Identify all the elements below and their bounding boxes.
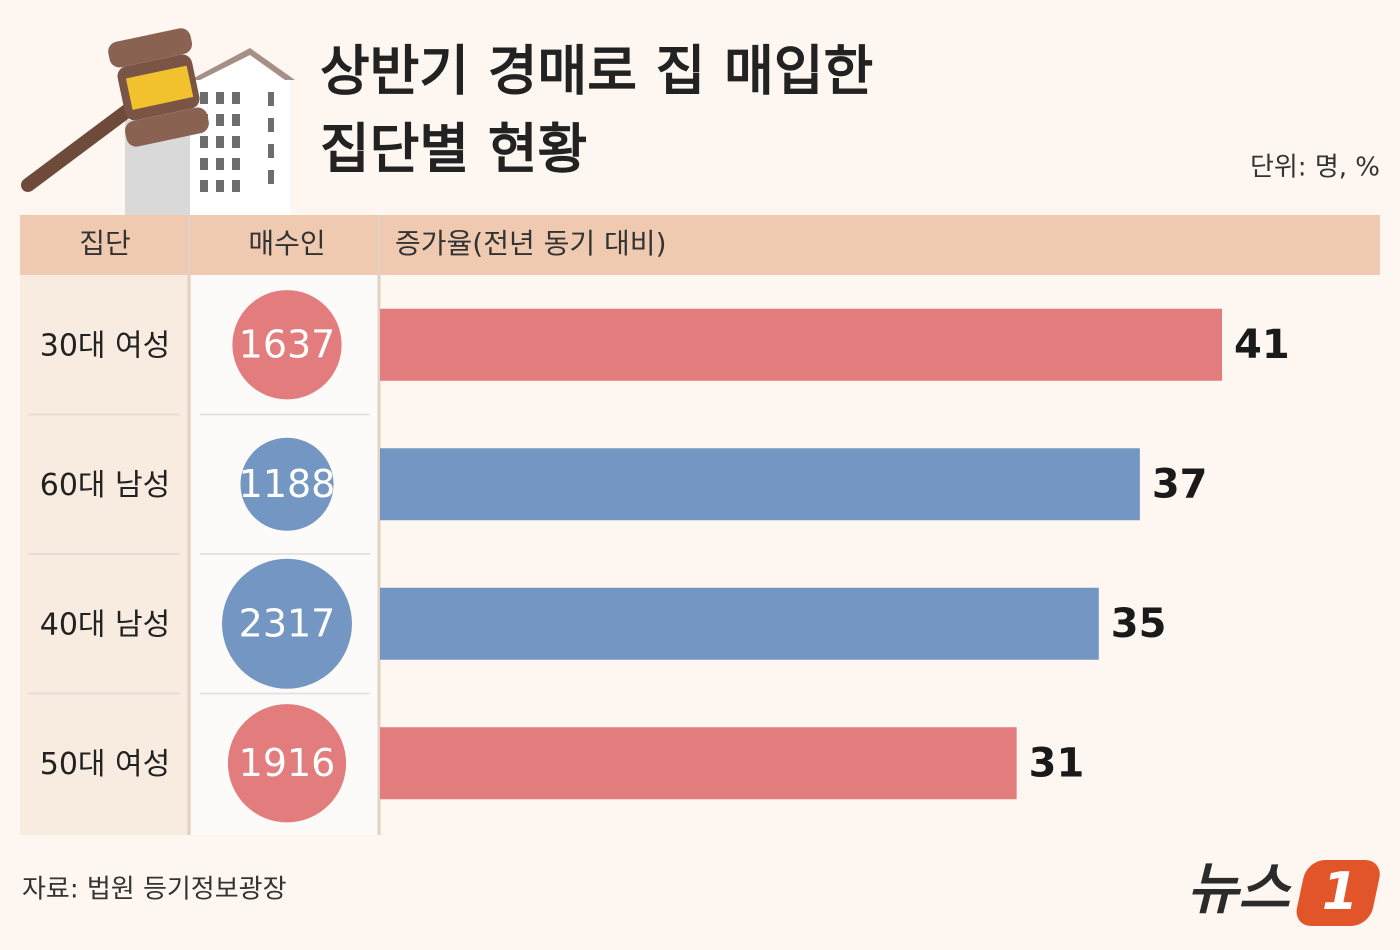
logo-text: 뉴스 [1187, 857, 1293, 922]
category-label: 30대 여성 [40, 328, 171, 363]
title-line: 상반기 경매로 집 매입한 [320, 40, 873, 103]
header-band [20, 215, 1380, 275]
source: 자료: 법원 등기정보광장 [22, 875, 287, 905]
logo-mark: 1 [1322, 862, 1358, 922]
buyer-circle [222, 558, 352, 689]
bar [380, 448, 1140, 521]
column-header: 집단 [79, 227, 131, 260]
title-line: 집단별 현황 [320, 118, 587, 181]
category-label: 50대 여성 [40, 747, 171, 782]
buyer-circle [240, 437, 334, 531]
buyer-circle [227, 704, 347, 823]
bar [380, 587, 1099, 660]
buyer-label: 1188 [239, 462, 336, 506]
logo: 뉴스 1 [1187, 857, 1380, 926]
value-label: 41 [1234, 322, 1290, 368]
bar [380, 727, 1017, 800]
unit-label: 단위: 명, % [1250, 153, 1380, 183]
logo-badge [1296, 860, 1380, 926]
buyer-circle [232, 290, 342, 400]
category-label: 60대 남성 [40, 468, 171, 503]
buyer-label: 2317 [239, 601, 336, 645]
illustration [21, 28, 295, 215]
buyer-label: 1637 [239, 322, 336, 366]
buyer-label: 1916 [239, 741, 336, 785]
category-label: 40대 남성 [40, 607, 171, 642]
column-header: 매수인 [248, 227, 325, 260]
bar [380, 308, 1222, 381]
value-label: 35 [1111, 601, 1167, 647]
column-header: 증가율(전년 동기 대비) [395, 227, 667, 260]
value-label: 37 [1152, 461, 1208, 507]
value-label: 31 [1029, 740, 1085, 786]
